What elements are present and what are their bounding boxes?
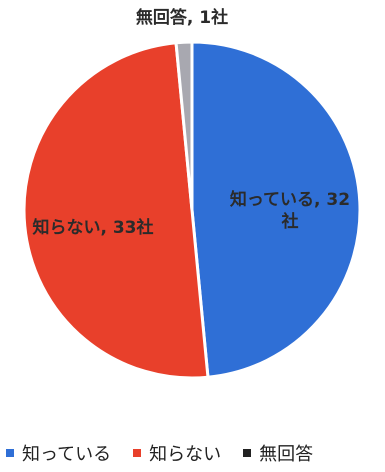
data-label-shiranai: 知らない, 33社 [31, 217, 153, 238]
pie-slice-mukaito [174, 40, 194, 211]
legend-swatch-shitteiru [6, 449, 14, 457]
legend-swatch-mukaito [243, 449, 252, 457]
data-label-mukaito: 無回答, 1社 [136, 7, 228, 28]
legend-swatch-shiranai [133, 449, 142, 457]
pie-slice-shitteiru [190, 40, 362, 379]
legend-item-shitteiru: 知っている [6, 440, 111, 466]
data-label-shitteiru: 知っている, 32 社 [229, 189, 350, 232]
pie-slice-shiranai [22, 41, 210, 380]
legend-item-mukaito: 無回答 [243, 440, 313, 466]
pie-slices [22, 40, 362, 380]
legend-label-shiranai: 知らない [149, 444, 222, 465]
legend-label-shitteiru: 知っている [22, 444, 112, 465]
legend: 知っている 知らない 無回答 [6, 440, 313, 466]
legend-label-mukaito: 無回答 [259, 444, 314, 465]
legend-item-shiranai: 知らない [133, 440, 221, 466]
